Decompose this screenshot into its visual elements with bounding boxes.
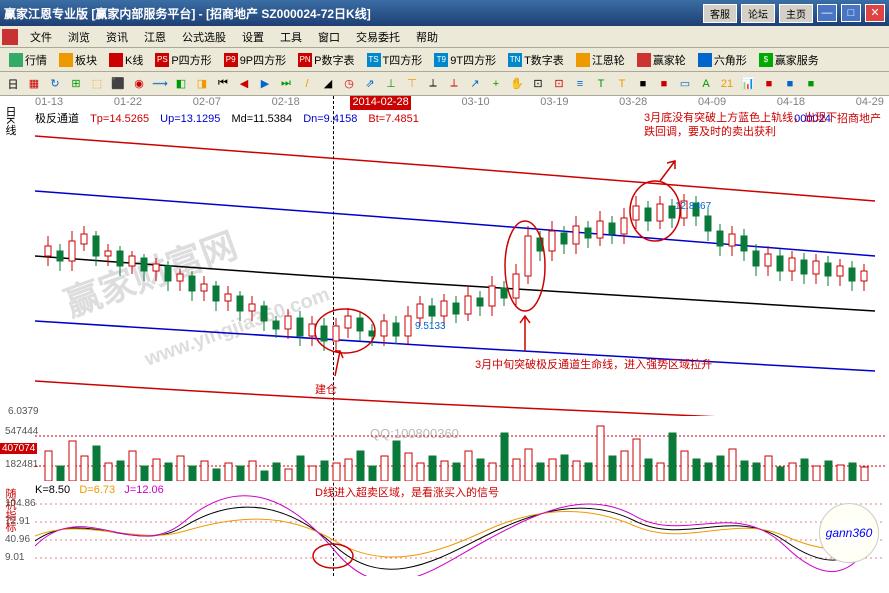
tool-icon-33[interactable]: A: [697, 75, 715, 93]
tool-icon-27[interactable]: ≡: [571, 75, 589, 93]
tool-icon-24[interactable]: ✋: [508, 75, 526, 93]
tool-icon-18[interactable]: ⊥: [382, 75, 400, 93]
tool-icon-22[interactable]: ↗: [466, 75, 484, 93]
vol-current: 407074: [0, 443, 37, 454]
tool-icon-36[interactable]: ■: [760, 75, 778, 93]
window-title: 赢家江恩专业版 [赢家内部服务平台] - [招商地产 SZ000024-72日K…: [4, 5, 703, 22]
menu-tools[interactable]: 工具: [272, 27, 310, 47]
toolbar-T数字表[interactable]: TNT数字表: [503, 50, 569, 70]
toolbar-行情[interactable]: 行情: [4, 50, 52, 70]
tool-icon-28[interactable]: T: [592, 75, 610, 93]
tool-icon-5[interactable]: ⬛: [109, 75, 127, 93]
toolbar-板块[interactable]: 板块: [54, 50, 102, 70]
tool-icon-4[interactable]: ⬚: [88, 75, 106, 93]
maximize-button[interactable]: □: [841, 4, 861, 22]
tool-icon-14[interactable]: /: [298, 75, 316, 93]
toolbar-江恩轮[interactable]: 江恩轮: [571, 50, 630, 70]
app-icon: [2, 29, 18, 45]
tool-icon-26[interactable]: ⊡: [550, 75, 568, 93]
candlestick-chart[interactable]: 3月底没有突破上方蓝色上轨线，出现下跌回调，要及时的卖出获利 3月中旬突破极反通…: [35, 126, 884, 416]
tp-value: Tp=14.5265: [90, 113, 149, 125]
bt-value: Bt=7.4851: [368, 113, 418, 125]
title-bar: 赢家江恩专业版 [赢家内部服务平台] - [招商地产 SZ000024-72日K…: [0, 0, 889, 26]
menu-trade[interactable]: 交易委托: [348, 27, 408, 47]
service-button[interactable]: 客服: [703, 4, 737, 23]
home-button[interactable]: 主页: [779, 4, 813, 23]
menu-file[interactable]: 文件: [22, 27, 60, 47]
tool-icon-13[interactable]: ⏭: [277, 75, 295, 93]
menu-bar: 文件 浏览 资讯 江恩 公式选股 设置 工具 窗口 交易委托 帮助: [0, 26, 889, 48]
dn-value: Dn=9.4158: [303, 113, 357, 125]
menu-info[interactable]: 资讯: [98, 27, 136, 47]
price-label-1: 12.8467: [675, 201, 711, 212]
toolbar-9P四方形[interactable]: P99P四方形: [219, 50, 291, 70]
minimize-button[interactable]: —: [817, 4, 837, 22]
price-label-2: 9.5133: [415, 321, 446, 332]
tool-icon-2[interactable]: ↻: [46, 75, 64, 93]
vol-y1: 547444: [5, 426, 38, 437]
channel-info: 极反通道 Tp=14.5265 Up=13.1295 Md=11.5384 Dn…: [35, 110, 427, 126]
tool-icon-19[interactable]: ⊤: [403, 75, 421, 93]
tool-icon-38[interactable]: ■: [802, 75, 820, 93]
toolbar-K线[interactable]: K线: [104, 50, 148, 70]
close-button[interactable]: ✕: [865, 4, 885, 22]
tool-icon-30[interactable]: ■: [634, 75, 652, 93]
tool-icon-8[interactable]: ◧: [172, 75, 190, 93]
tool-icon-15[interactable]: ◢: [319, 75, 337, 93]
md-value: Md=11.5384: [231, 113, 292, 125]
toolbar-icons: 日▦↻⊞⬚⬛◉⟿◧◨⏮◀▶⏭/◢◷⇗⊥⊤⟂⟂↗+✋⊡⊡≡TT■■▭A21📊■■■: [0, 72, 889, 96]
tool-icon-7[interactable]: ⟿: [151, 75, 169, 93]
menu-browse[interactable]: 浏览: [60, 27, 98, 47]
menu-help[interactable]: 帮助: [408, 27, 446, 47]
menu-window[interactable]: 窗口: [310, 27, 348, 47]
gann360-logo: gann360: [819, 503, 879, 563]
forum-button[interactable]: 论坛: [741, 4, 775, 23]
vol-y2: 182481: [5, 459, 38, 470]
tool-icon-0[interactable]: 日: [4, 75, 22, 93]
tool-icon-17[interactable]: ⇗: [361, 75, 379, 93]
toolbar-T四方形[interactable]: TST四方形: [362, 50, 428, 70]
vol-top: 6.0379: [8, 406, 39, 417]
tool-icon-35[interactable]: 📊: [739, 75, 757, 93]
tool-icon-25[interactable]: ⊡: [529, 75, 547, 93]
tool-icon-12[interactable]: ▶: [256, 75, 274, 93]
tool-icon-10[interactable]: ⏮: [214, 75, 232, 93]
annotation-3: 建仓: [315, 381, 337, 397]
tool-icon-31[interactable]: ■: [655, 75, 673, 93]
k-line-label: 日K线: [2, 106, 18, 135]
tool-icon-6[interactable]: ◉: [130, 75, 148, 93]
tool-icon-29[interactable]: T: [613, 75, 631, 93]
toolbar-六角形[interactable]: 六角形: [693, 50, 752, 70]
toolbar-P数字表[interactable]: PNP数字表: [293, 50, 359, 70]
toolbar-main: 行情板块K线PSP四方形P99P四方形PNP数字表TST四方形T99T四方形TN…: [0, 48, 889, 72]
toolbar-P四方形[interactable]: PSP四方形: [150, 50, 216, 70]
tool-icon-3[interactable]: ⊞: [67, 75, 85, 93]
chart-area: 日K线 随机指标 01-1301-2202-0702-182014-02-280…: [0, 96, 889, 593]
toolbar-赢家轮[interactable]: 赢家轮: [632, 50, 691, 70]
annotation-1: 3月底没有突破上方蓝色上轨线，出现下跌回调，要及时的卖出获利: [644, 111, 844, 140]
tool-icon-21[interactable]: ⟂: [445, 75, 463, 93]
volume-chart[interactable]: 547444 182481 407074: [35, 421, 884, 481]
tool-icon-34[interactable]: 21: [718, 75, 736, 93]
tool-icon-20[interactable]: ⟂: [424, 75, 442, 93]
tool-icon-9[interactable]: ◨: [193, 75, 211, 93]
channel-name: 极反通道: [35, 113, 79, 125]
tool-icon-11[interactable]: ◀: [235, 75, 253, 93]
tool-icon-16[interactable]: ◷: [340, 75, 358, 93]
annotation-2: 3月中旬突破极反通道生命线，进入强势区域拉升: [475, 356, 712, 372]
tool-icon-1[interactable]: ▦: [25, 75, 43, 93]
date-axis: 01-1301-2202-0702-182014-02-2803-1003-19…: [35, 96, 884, 110]
kdj-chart[interactable]: K=8.50 D=6.73 J=12.06 D线进入超卖区域，是看涨买入的信号 …: [35, 486, 884, 576]
menu-formula[interactable]: 公式选股: [174, 27, 234, 47]
menu-gann[interactable]: 江恩: [136, 27, 174, 47]
up-value: Up=13.1295: [160, 113, 220, 125]
toolbar-9T四方形[interactable]: T99T四方形: [429, 50, 501, 70]
toolbar-赢家服务[interactable]: $赢家服务: [754, 50, 824, 70]
menu-settings[interactable]: 设置: [234, 27, 272, 47]
tool-icon-37[interactable]: ■: [781, 75, 799, 93]
tool-icon-32[interactable]: ▭: [676, 75, 694, 93]
tool-icon-23[interactable]: +: [487, 75, 505, 93]
